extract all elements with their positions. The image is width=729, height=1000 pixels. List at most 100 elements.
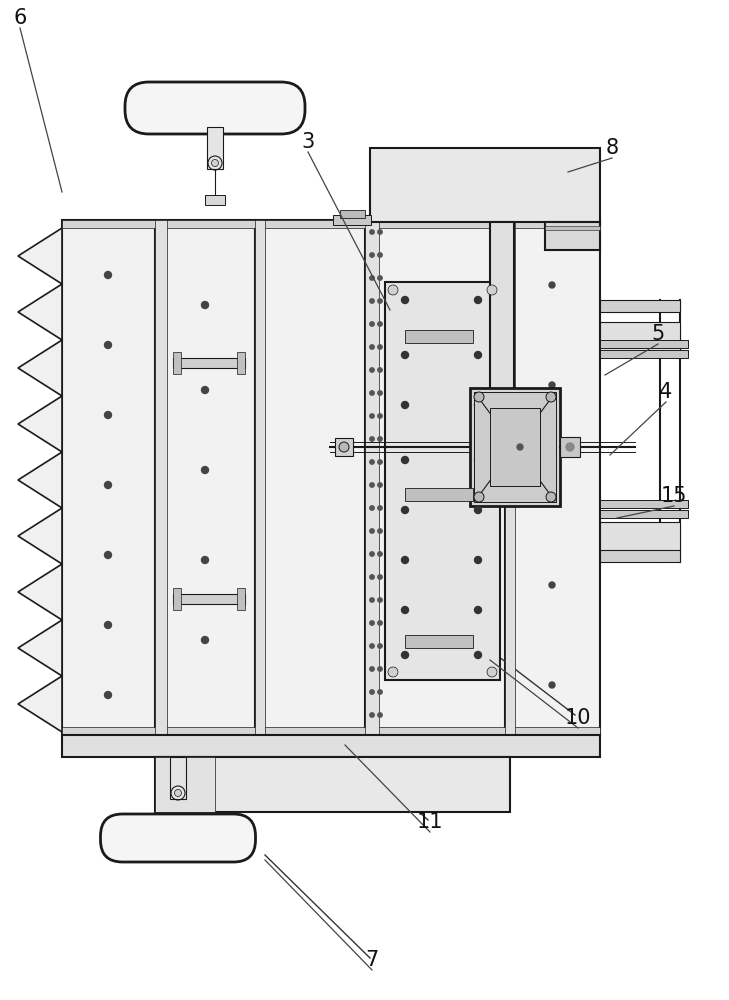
Circle shape [566,443,574,451]
Circle shape [104,692,112,698]
Bar [405,635,473,648]
Circle shape [370,276,374,280]
Text: 6: 6 [13,8,27,28]
Circle shape [378,437,382,441]
Circle shape [378,345,382,349]
Circle shape [487,667,497,677]
Circle shape [475,401,481,408]
Circle shape [549,482,555,488]
Bar [600,510,688,518]
Circle shape [201,302,208,308]
Circle shape [370,230,374,234]
Bar [205,195,225,205]
Circle shape [339,442,349,452]
Circle shape [378,368,382,372]
Bar [474,392,556,502]
Bar [600,550,680,562]
Bar [333,215,371,225]
Bar [470,388,560,506]
Bar [173,358,245,368]
Polygon shape [18,228,62,284]
Polygon shape [18,676,62,732]
Circle shape [201,556,208,564]
Circle shape [546,392,556,402]
Circle shape [370,299,374,303]
Text: 15: 15 [660,486,687,506]
Bar [335,438,353,456]
Bar [370,148,600,222]
Bar [490,222,514,417]
Circle shape [370,552,374,556]
Bar [170,757,186,799]
Bar [560,437,580,457]
Circle shape [370,690,374,694]
Circle shape [370,391,374,395]
Bar [600,522,680,552]
Circle shape [370,621,374,625]
Circle shape [370,644,374,648]
Polygon shape [18,452,62,508]
Circle shape [378,667,382,671]
Circle shape [487,285,497,295]
Circle shape [201,386,208,393]
Polygon shape [18,340,62,396]
Circle shape [370,529,374,533]
Bar [405,488,473,501]
Circle shape [402,506,408,514]
Circle shape [370,322,374,326]
Polygon shape [18,564,62,620]
Circle shape [370,253,374,257]
Bar [237,588,245,610]
Circle shape [378,322,382,326]
Circle shape [475,606,481,613]
Circle shape [211,159,219,166]
Circle shape [370,414,374,418]
Bar [405,330,473,343]
Circle shape [378,230,382,234]
Text: 3: 3 [301,132,315,152]
Circle shape [402,652,408,658]
Circle shape [402,606,408,613]
Circle shape [370,667,374,671]
Bar [365,220,379,735]
Bar [255,220,265,735]
Circle shape [378,529,382,533]
Circle shape [388,667,398,677]
Bar [173,594,245,604]
Bar [237,352,245,374]
Circle shape [378,299,382,303]
Circle shape [201,637,208,644]
Circle shape [402,401,408,408]
Bar [600,340,688,348]
Circle shape [370,368,374,372]
Bar [62,735,600,757]
Circle shape [475,352,481,359]
Bar [505,220,515,735]
Circle shape [370,713,374,717]
Circle shape [549,382,555,388]
Bar [545,226,600,230]
Polygon shape [18,396,62,452]
Circle shape [549,582,555,588]
Circle shape [378,690,382,694]
Bar [173,352,181,374]
Circle shape [174,790,182,796]
Text: 4: 4 [659,382,673,402]
Text: 11: 11 [417,812,443,832]
Bar [155,757,215,812]
FancyBboxPatch shape [125,82,305,134]
Bar [173,588,181,610]
Circle shape [378,644,382,648]
Bar [385,282,500,680]
Circle shape [475,296,481,304]
Bar [340,210,365,218]
Text: 8: 8 [606,138,619,158]
Circle shape [378,621,382,625]
Circle shape [104,482,112,488]
Circle shape [201,466,208,474]
Bar [155,220,167,735]
Circle shape [402,352,408,359]
Circle shape [378,276,382,280]
Polygon shape [18,284,62,340]
Bar [173,358,245,368]
